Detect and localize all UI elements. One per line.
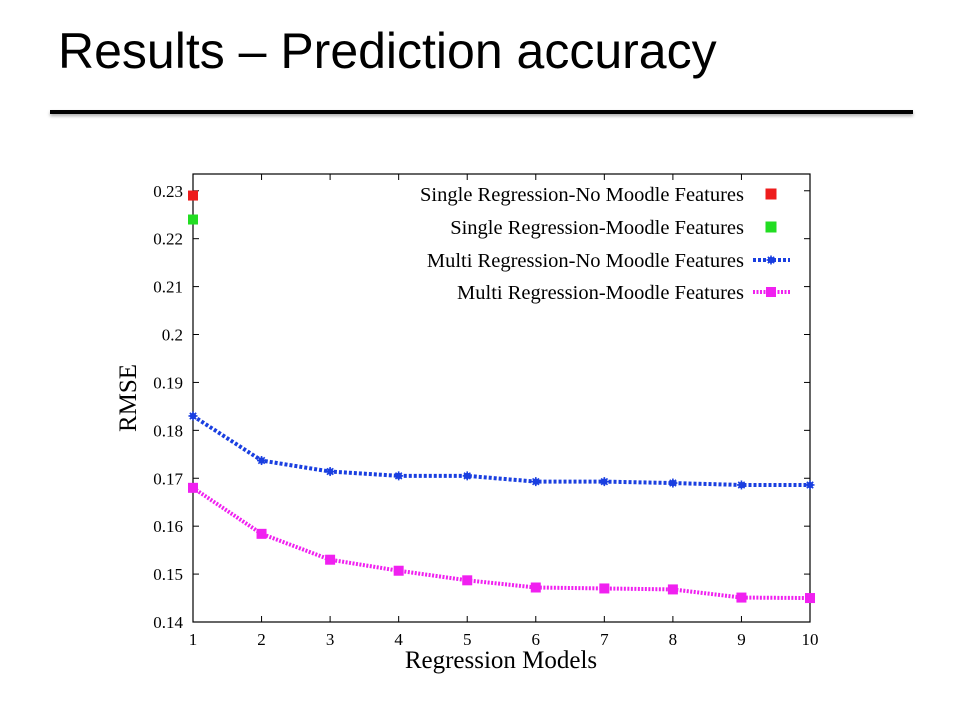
data-point xyxy=(805,593,815,604)
legend-marker xyxy=(765,188,777,200)
axis-ticks: 1 2 3 4 5 6 7 8 9 10 0.14 0.15 0.16 0.17 0.18 0.19 0.2 0.… xyxy=(153,174,819,649)
legend: Single Regression-No Moodle Features Sing… xyxy=(420,184,790,304)
legend-marker xyxy=(766,255,776,265)
data-point xyxy=(667,584,678,595)
data-point xyxy=(257,456,267,466)
legend-marker xyxy=(765,221,777,233)
y-axis-label: RMSE xyxy=(115,364,142,432)
x-axis-label: Regression Models xyxy=(405,647,597,674)
plot-frame xyxy=(192,173,811,623)
data-point xyxy=(188,411,198,421)
data-point xyxy=(188,214,198,225)
data-point xyxy=(256,528,267,539)
y-tick-label: 0.16 xyxy=(153,517,183,536)
x-tick-label: 4 xyxy=(394,630,403,649)
legend-marker xyxy=(766,287,776,297)
data-point xyxy=(599,583,610,594)
data-point xyxy=(188,190,198,201)
data-point xyxy=(188,482,198,493)
legend-label: Multi Regression-No Moodle Features xyxy=(427,250,744,272)
series-line xyxy=(191,414,810,487)
series-line xyxy=(191,486,811,601)
y-tick-label: 0.17 xyxy=(153,469,183,488)
y-tick-label: 0.22 xyxy=(153,230,183,249)
y-tick-label: 0.14 xyxy=(153,613,183,632)
data-point xyxy=(736,592,747,603)
x-tick-label: 10 xyxy=(802,630,819,649)
y-tick-label: 0.2 xyxy=(162,326,183,345)
x-tick-label: 1 xyxy=(189,630,198,649)
x-tick-label: 7 xyxy=(600,630,609,649)
y-tick-label: 0.21 xyxy=(153,278,183,297)
series-0 xyxy=(188,190,198,201)
data-point xyxy=(805,480,815,490)
legend-label: Multi Regression-Moodle Features xyxy=(457,282,744,304)
y-tick-label: 0.23 xyxy=(153,182,183,201)
legend-entry: Single Regression-Moodle Features xyxy=(450,217,777,239)
x-tick-label: 6 xyxy=(532,630,541,649)
data-point xyxy=(393,565,404,576)
y-tick-label: 0.19 xyxy=(153,373,183,392)
legend-entry: Single Regression-No Moodle Features xyxy=(420,184,777,206)
x-tick-label: 5 xyxy=(463,630,472,649)
title-divider xyxy=(50,110,913,114)
series-2 xyxy=(188,411,815,490)
series-3 xyxy=(188,482,815,604)
data-point xyxy=(325,467,335,477)
x-tick-label: 8 xyxy=(669,630,678,649)
data-point xyxy=(462,471,472,481)
legend-entry: Multi Regression-Moodle Features xyxy=(457,282,790,304)
legend-entry: Multi Regression-No Moodle Features xyxy=(427,250,790,272)
legend-label: Single Regression-No Moodle Features xyxy=(420,184,744,206)
x-tick-label: 3 xyxy=(326,630,335,649)
data-point xyxy=(530,582,541,593)
y-tick-label: 0.15 xyxy=(153,565,183,584)
data-point xyxy=(599,477,609,487)
data-point xyxy=(531,477,541,487)
data-point xyxy=(736,480,746,490)
y-tick-label: 0.18 xyxy=(153,421,183,440)
data-point xyxy=(325,554,336,565)
series-1 xyxy=(188,214,198,225)
data-point xyxy=(668,478,678,488)
series-layer xyxy=(188,190,815,604)
x-tick-label: 9 xyxy=(737,630,746,649)
page-title: Results – Prediction accuracy xyxy=(58,23,717,79)
legend-label: Single Regression-Moodle Features xyxy=(450,217,744,239)
data-point xyxy=(394,471,404,481)
x-tick-label: 2 xyxy=(257,630,266,649)
data-point xyxy=(462,575,473,586)
